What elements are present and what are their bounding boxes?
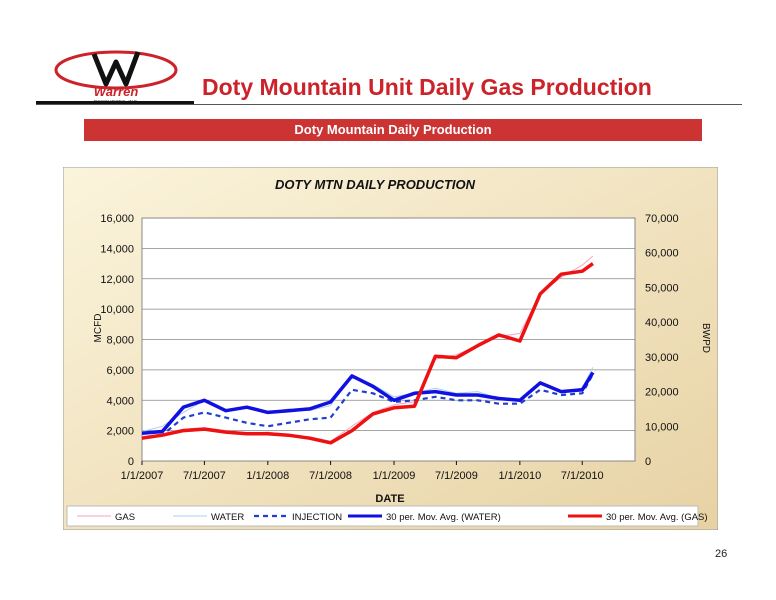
page-number: 26	[715, 548, 728, 560]
series-line-30-per-mov-avg-gas	[141, 262, 594, 445]
y-left-tick-label: 12,000	[100, 274, 134, 286]
y-left-tick-label: 16,000	[100, 213, 134, 225]
y-left-tick-label: 8,000	[106, 335, 134, 347]
legend: GAS WATER INJECTION 30 per. Mov. Avg. (WATE…	[77, 512, 708, 523]
legend-label: 30 per. Mov. Avg. (WATER)	[386, 512, 501, 523]
y-right-tick-label: 60,000	[645, 248, 679, 260]
x-tick-label: 7/1/2009	[435, 470, 478, 482]
y-right-tick-label: 20,000	[645, 387, 679, 399]
y-axis-right: 0 10,000 20,000 30,000 40,000 50,000 60,000 70,…	[645, 213, 679, 468]
y-left-tick-label: 10,000	[100, 304, 134, 316]
gridlines	[142, 247, 635, 432]
slide-title: Doty Mountain Unit Daily Gas Production	[202, 74, 652, 100]
y-right-tick-label: 50,000	[645, 282, 679, 294]
logo-swoosh	[54, 50, 178, 90]
y-left-tick-label: 2,000	[106, 426, 134, 438]
y-right-tick-label: 30,000	[645, 352, 679, 364]
y-left-tick-label: 6,000	[106, 365, 134, 377]
production-chart: 0 2,000 4,000 6,000 8,000 10,000 12,000 14,000 1…	[63, 167, 718, 530]
y-right-label: BWPD	[700, 323, 711, 353]
y-axis-left: 0 2,000 4,000 6,000 8,000 10,000 12,000 14,000 1…	[100, 213, 134, 468]
y-right-tick-label: 10,000	[645, 421, 679, 433]
x-axis: 1/1/2007 7/1/2007 1/1/2008 7/1/2008 1/1/2009…	[121, 461, 604, 482]
legend-label: WATER	[211, 512, 244, 523]
legend-label: INJECTION	[292, 512, 342, 523]
y-right-tick-label: 0	[645, 456, 651, 468]
chart-title: DOTY MTN DAILY PRODUCTION	[275, 177, 476, 192]
legend-label: GAS	[115, 512, 135, 523]
banner: Doty Mountain Daily Production	[84, 119, 702, 141]
x-tick-label: 1/1/2007	[121, 470, 164, 482]
y-left-label: MCFD	[93, 314, 104, 343]
series-line-injection	[141, 373, 594, 440]
logo-w-mark	[91, 51, 141, 87]
series-line-30-per-mov-avg-water	[141, 371, 595, 435]
y-left-tick-label: 14,000	[100, 243, 134, 255]
x-tick-label: 1/1/2008	[246, 470, 289, 482]
x-tick-label: 7/1/2008	[309, 470, 352, 482]
x-label: DATE	[375, 493, 404, 505]
legend-box	[66, 505, 699, 527]
legend-label: 30 per. Mov. Avg. (GAS)	[606, 512, 708, 523]
warren-logo: Warren RESOURCES, INC.	[54, 50, 178, 106]
y-left-tick-label: 0	[128, 456, 134, 468]
title-rule	[36, 104, 742, 105]
series-group	[141, 255, 595, 445]
y-right-tick-label: 40,000	[645, 317, 679, 329]
x-tick-label: 7/1/2010	[561, 470, 604, 482]
title-rule-accent	[36, 101, 194, 105]
x-tick-label: 7/1/2007	[183, 470, 226, 482]
y-right-tick-label: 70,000	[645, 213, 679, 225]
x-tick-label: 1/1/2009	[373, 470, 416, 482]
y-left-tick-label: 4,000	[106, 395, 134, 407]
x-tick-label: 1/1/2010	[498, 470, 541, 482]
logo-text: Warren	[94, 84, 139, 99]
